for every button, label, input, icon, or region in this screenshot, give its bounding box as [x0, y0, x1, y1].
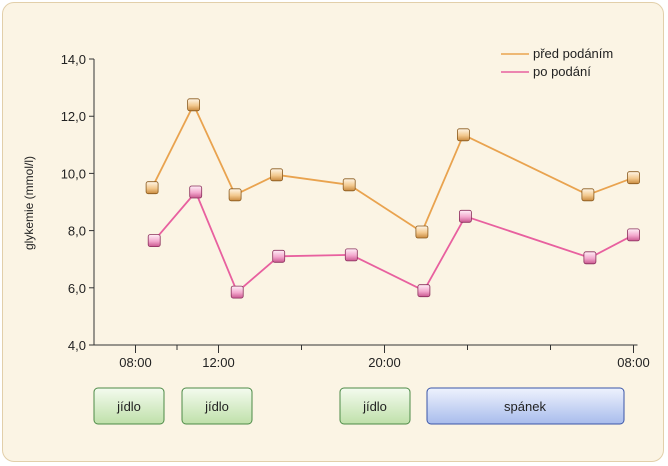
data-point-before: [456, 128, 470, 142]
y-tick-label: 10,0: [61, 166, 86, 181]
data-point-before: [187, 98, 201, 112]
x-tick-label: 12:00: [202, 355, 235, 370]
data-point-before: [581, 188, 595, 202]
x-tick-label: 08:00: [617, 355, 650, 370]
activity-timeline: jídlo jídlo jídlo spánek: [93, 387, 625, 425]
chart-panel: glykemie (mmol/l) 4,0 6,0 8,0 10,0 12,0 …: [2, 2, 664, 462]
data-point-before: [270, 168, 284, 182]
data-point-after: [230, 285, 244, 299]
data-point-before: [145, 181, 159, 195]
meal-bar: jídlo: [93, 387, 165, 425]
y-axis-title: glykemie (mmol/l): [22, 156, 36, 250]
data-point-after: [147, 234, 161, 248]
axes-lines: [89, 58, 638, 353]
data-point-before: [228, 188, 242, 202]
meal-bar-label: jídlo: [116, 399, 141, 414]
data-point-after: [458, 209, 472, 223]
data-point-after: [272, 249, 286, 263]
data-point-before: [342, 178, 356, 192]
data-point-after: [344, 248, 358, 262]
data-point-after: [189, 185, 203, 199]
meal-bar: jídlo: [339, 387, 411, 425]
y-tick-label: 4,0: [68, 338, 86, 353]
y-tick-label: 6,0: [68, 281, 86, 296]
data-point-before: [627, 171, 640, 185]
meal-bar-label: jídlo: [362, 399, 387, 414]
legend-label-before: před podáním: [533, 46, 613, 61]
x-tick-label: 08:00: [119, 355, 152, 370]
y-tick-label: 12,0: [61, 109, 86, 124]
meal-bar: jídlo: [181, 387, 253, 425]
data-point-after: [627, 228, 640, 242]
legend: před podáním po podání: [501, 46, 613, 79]
series-group: [145, 98, 640, 299]
y-tick-label: 8,0: [68, 224, 86, 239]
data-point-after: [417, 284, 431, 298]
data-point-after: [583, 251, 597, 265]
series-line-before: [151, 103, 634, 233]
sleep-bar-label: spánek: [504, 399, 546, 414]
sleep-bar: spánek: [426, 387, 625, 425]
y-axis: 4,0 6,0 8,0 10,0 12,0 14,0: [61, 52, 86, 353]
x-tick-label: 20:00: [368, 355, 401, 370]
data-point-before: [415, 225, 429, 239]
y-tick-label: 14,0: [61, 52, 86, 67]
legend-label-after: po podání: [533, 64, 591, 79]
series-line-after: [153, 191, 634, 294]
x-axis: 08:00 12:00 20:00 08:00: [119, 355, 650, 370]
glycemia-line-chart: glykemie (mmol/l) 4,0 6,0 8,0 10,0 12,0 …: [22, 46, 650, 425]
meal-bar-label: jídlo: [204, 399, 229, 414]
